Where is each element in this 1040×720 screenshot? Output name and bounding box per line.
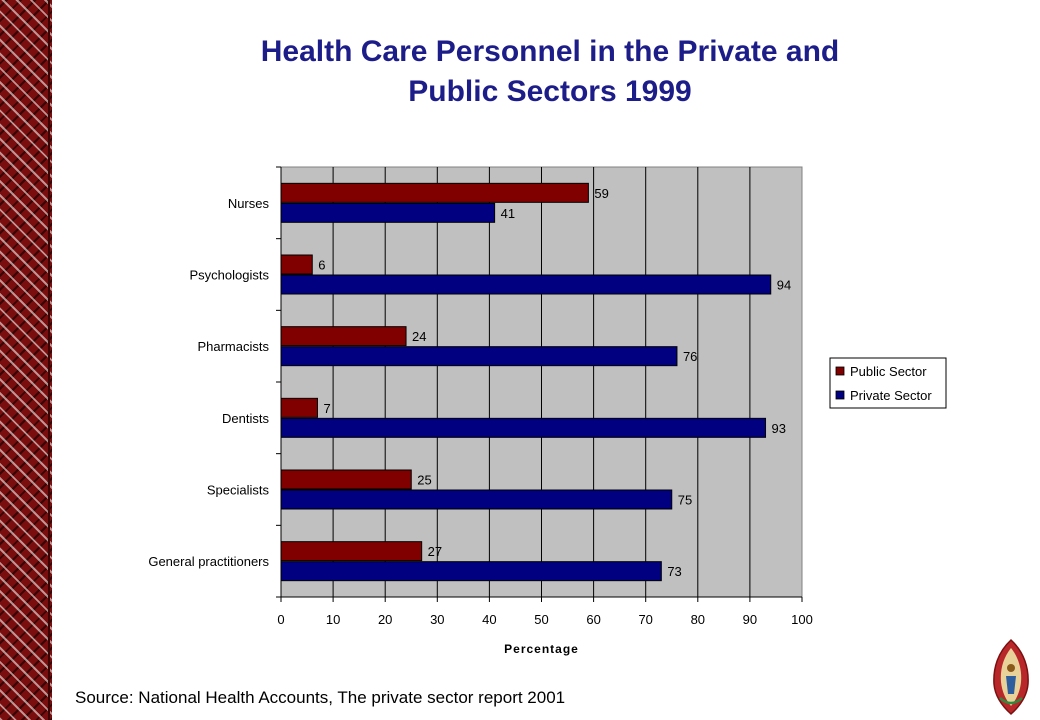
category-label: Nurses [228,196,270,211]
page-title-line1: Health Care Personnel in the Private and [260,35,840,68]
data-label: 24 [412,329,426,344]
x-tick-label: 90 [743,612,757,627]
data-label: 93 [772,421,786,436]
x-tick-label: 50 [534,612,548,627]
decorative-left-border [0,0,52,720]
coat-of-arms-logo [993,638,1029,716]
bar-public-sector [280,254,313,275]
bar-private-sector [280,274,772,295]
legend-box [829,357,947,409]
bar-public-sector [280,469,412,490]
bar-private-sector [280,561,662,582]
legend-label: Private Sector [850,388,932,403]
bar-public-sector [280,182,589,203]
source-note: Source: National Health Accounts, The pr… [75,688,566,707]
bar-private-sector [280,346,678,367]
data-label: 76 [683,349,697,364]
x-axis-title: Percentage [504,642,579,656]
bar-public-sector [280,541,423,562]
bar-private-sector [280,489,673,510]
x-tick-label: 60 [586,612,600,627]
data-label: 25 [417,473,431,488]
x-tick-label: 40 [482,612,496,627]
data-label: 27 [428,544,442,559]
category-label: Pharmacists [197,339,269,354]
data-label: 59 [594,186,608,201]
x-tick-label: 70 [638,612,652,627]
chart-legend: Public Sector Private Sector [829,357,947,409]
x-tick-label: 0 [277,612,284,627]
x-tick-label: 100 [791,612,813,627]
category-label: General practitioners [148,554,269,569]
x-tick-label: 10 [326,612,340,627]
legend-label: Public Sector [850,364,927,379]
legend-swatch [835,366,845,376]
page-title: Health Care Personnel in the Private and… [150,32,950,112]
data-label: 75 [678,493,692,508]
category-label: Psychologists [190,268,270,283]
x-tick-label: 30 [430,612,444,627]
bar-private-sector [280,417,767,438]
data-label: 6 [318,258,325,273]
data-label: 41 [501,206,515,221]
bar-private-sector [280,202,496,223]
legend-swatch [835,390,845,400]
category-label: Dentists [222,411,269,426]
bar-public-sector [280,326,407,347]
data-label: 94 [777,278,791,293]
page-title-line2: Public Sectors 1999 [408,75,692,108]
bar-public-sector [280,397,318,418]
category-label: Specialists [207,483,270,498]
data-label: 7 [323,401,330,416]
data-label: 73 [667,564,681,579]
x-tick-label: 20 [378,612,392,627]
x-tick-label: 80 [691,612,705,627]
